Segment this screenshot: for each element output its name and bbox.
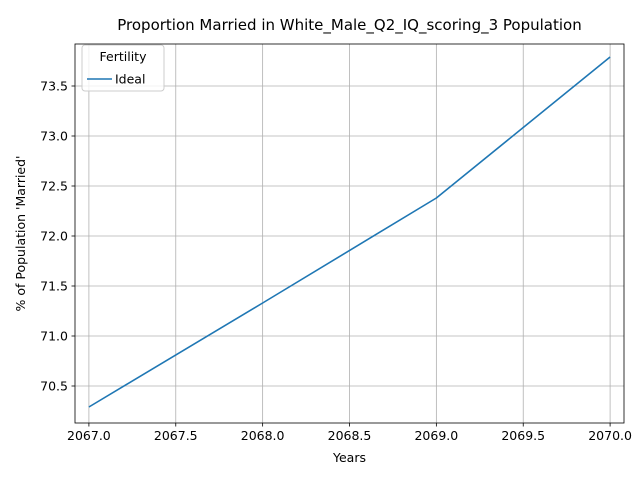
- legend-title: Fertility: [100, 49, 148, 64]
- x-tick-label: 2069.5: [501, 428, 545, 443]
- x-tick-label: 2067.5: [154, 428, 198, 443]
- grid: [75, 44, 624, 423]
- x-axis-ticks: 2067.0 2067.5 2068.0 2068.5 2069.0 2069.5 2070…: [67, 423, 632, 443]
- x-tick-label: 2070.0: [588, 428, 632, 443]
- x-axis-label: Years: [332, 450, 366, 465]
- y-tick-label: 70.5: [40, 379, 68, 394]
- x-tick-label: 2069.0: [414, 428, 458, 443]
- legend: Fertility Ideal: [81, 44, 165, 92]
- series-line-ideal: [88, 56, 611, 408]
- y-tick-label: 73.5: [40, 79, 68, 94]
- y-tick-label: 72.0: [40, 229, 68, 244]
- y-axis-label: % of Population 'Married': [13, 156, 28, 312]
- x-tick-label: 2068.0: [241, 428, 285, 443]
- legend-label-ideal: Ideal: [115, 72, 145, 87]
- y-tick-label: 72.5: [40, 179, 68, 194]
- y-tick-label: 73.0: [40, 129, 68, 144]
- chart-title: Proportion Married in White_Male_Q2_IQ_s…: [117, 16, 581, 35]
- y-tick-label: 71.5: [40, 279, 68, 294]
- x-tick-label: 2067.0: [67, 428, 111, 443]
- y-axis-ticks: 70.5 71.0 71.5 72.0 72.5 73.0 73.5: [40, 79, 75, 394]
- x-tick-label: 2068.5: [328, 428, 372, 443]
- series-layer: [88, 56, 611, 408]
- y-tick-label: 71.0: [40, 329, 68, 344]
